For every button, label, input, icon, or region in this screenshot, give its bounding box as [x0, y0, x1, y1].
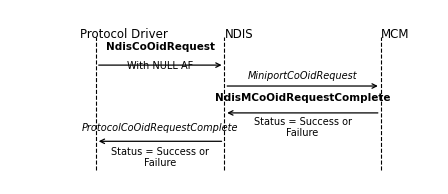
Text: Status = Success or
Failure: Status = Success or Failure [111, 146, 209, 168]
Text: MiniportCoOidRequest: MiniportCoOidRequest [248, 71, 358, 81]
Text: Status = Success or
Failure: Status = Success or Failure [254, 117, 352, 138]
Text: NdisCoOidRequest: NdisCoOidRequest [106, 42, 215, 52]
Text: With NULL AF: With NULL AF [127, 61, 193, 71]
Text: NdisMCoOidRequestComplete: NdisMCoOidRequestComplete [215, 93, 390, 103]
Text: Protocol Driver: Protocol Driver [80, 28, 168, 41]
Text: NDIS: NDIS [224, 28, 253, 41]
Text: MCM: MCM [381, 28, 409, 41]
Text: ProtocolCoOidRequestComplete: ProtocolCoOidRequestComplete [82, 123, 238, 133]
